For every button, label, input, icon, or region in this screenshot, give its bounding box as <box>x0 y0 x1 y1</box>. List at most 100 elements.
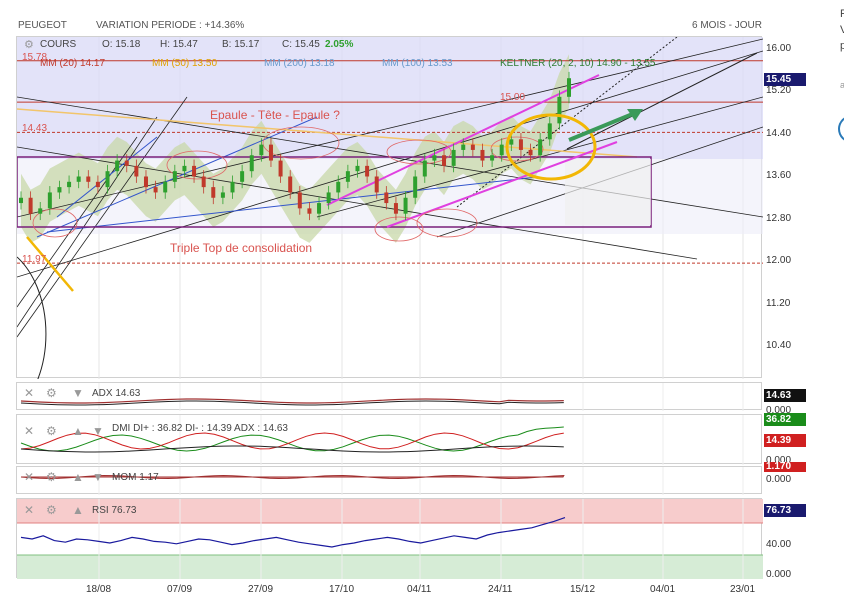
move-down-icon[interactable]: ▼ <box>92 470 104 484</box>
low-value: B: 15.17 <box>222 39 260 50</box>
mm100-legend[interactable]: MM (100) 13.53 <box>382 58 453 69</box>
candle-body <box>230 181 235 193</box>
variation-label: VARIATION PERIODE : +14.36% <box>96 20 245 31</box>
candle-body <box>57 187 62 193</box>
dmi-svg <box>20 415 744 465</box>
mom-zero: 0.000 <box>766 474 792 485</box>
candle-body <box>307 208 312 214</box>
y-tick-1360: 13.60 <box>766 170 792 181</box>
pattern-ellipse <box>166 150 228 180</box>
rsi-panel <box>16 498 763 579</box>
trend-line <box>17 116 158 328</box>
mom-panel <box>16 466 762 495</box>
candle-body <box>557 96 562 124</box>
pattern-ellipse <box>262 126 340 160</box>
close-icon[interactable]: ✕ <box>24 503 35 517</box>
last-price-tag: 15.45 <box>764 73 806 86</box>
dmi-zero: 0.000 <box>766 455 792 466</box>
move-down-icon[interactable]: ▼ <box>92 424 104 438</box>
period-label: 6 MOIS - JOUR <box>692 20 763 31</box>
candle-body <box>528 149 533 156</box>
candle-body <box>182 165 187 172</box>
x-tick-label: 18/08 <box>86 584 112 595</box>
move-up-icon[interactable]: ▲ <box>72 424 84 438</box>
gear-icon[interactable]: ⚙ <box>46 470 57 484</box>
channel-line <box>36 116 318 238</box>
candle-body <box>384 192 389 204</box>
y-tick-1440: 14.40 <box>766 128 792 139</box>
candle-body <box>278 160 283 177</box>
level-1578-label: 15.78 <box>22 52 48 63</box>
dmi-panel <box>16 414 762 465</box>
main-chart-panel <box>16 36 763 379</box>
gear-icon[interactable]: ⚙ <box>46 503 57 517</box>
candle-body <box>115 160 120 172</box>
triple-top-annotation: Triple Top de consolidation <box>170 241 313 255</box>
dmi-label: DMI DI+ : 36.82 DI- : 14.39 ADX : 14.63 <box>112 423 288 434</box>
sidebar-line: p <box>840 40 844 52</box>
pattern-ellipse <box>490 136 544 162</box>
candle-body <box>490 155 495 161</box>
mom-area <box>20 474 565 480</box>
keltner-band <box>21 54 569 243</box>
rsi-svg <box>17 499 763 579</box>
close-icon[interactable]: ✕ <box>24 386 35 400</box>
move-up-icon[interactable]: ▲ <box>72 470 84 484</box>
pattern-ellipse <box>32 208 78 238</box>
move-down-icon[interactable]: ▼ <box>72 386 84 400</box>
y-tick-1040: 10.40 <box>766 340 792 351</box>
x-tick-label: 27/09 <box>248 584 274 595</box>
mom-svg <box>20 467 744 495</box>
candle-body <box>365 165 370 177</box>
gear-icon[interactable]: ⚙ <box>24 39 34 51</box>
candle-body <box>326 192 331 204</box>
green-arrow <box>568 111 636 142</box>
rsi-line <box>20 517 566 548</box>
candle-body <box>374 176 379 193</box>
close-icon[interactable]: ✕ <box>24 424 35 438</box>
adx-zero: 0.000 <box>766 405 792 416</box>
channel-line <box>46 176 538 233</box>
candle-body <box>538 139 543 156</box>
keltner-legend[interactable]: KELTNER (20, 2, 10) 14.90 - 13.55 <box>500 58 656 69</box>
pattern-ellipse <box>386 139 452 165</box>
candle-body <box>153 187 158 193</box>
cycle-arc <box>17 256 47 379</box>
adx-line <box>20 400 564 406</box>
mom-tag: 1.170 <box>764 462 806 472</box>
rsi-overbought-zone <box>17 499 763 523</box>
x-tick-label: 15/12 <box>570 584 596 595</box>
change-value: 2.05% <box>325 39 354 50</box>
candle-body <box>547 123 552 140</box>
trend-line <box>17 146 698 260</box>
magenta-channel <box>386 141 618 228</box>
sidebar-line: a <box>840 80 844 90</box>
candle-body <box>518 139 523 150</box>
gear-icon[interactable]: ⚙ <box>46 424 57 438</box>
x-tick-label: 04/01 <box>650 584 676 595</box>
trend-line <box>17 38 763 218</box>
candle-body <box>297 192 302 209</box>
green-arrow-head <box>627 109 643 121</box>
x-tick-label: 24/11 <box>488 584 513 595</box>
candle-body <box>76 176 81 182</box>
yellow-marker <box>26 236 74 292</box>
close-icon[interactable]: ✕ <box>24 470 35 484</box>
main-chart-svg <box>17 37 763 379</box>
mm50-legend[interactable]: MM (50) 13.50 <box>152 58 218 69</box>
mm200-legend[interactable]: MM (200) 13.18 <box>264 58 335 69</box>
candle-body <box>422 160 427 177</box>
candle-body <box>240 171 245 182</box>
trend-line <box>566 52 758 150</box>
open-value: O: 15.18 <box>102 39 141 50</box>
candle-body <box>95 181 100 188</box>
candle-body <box>288 176 293 193</box>
adx-panel <box>16 382 762 411</box>
move-up-icon[interactable]: ▲ <box>72 503 84 517</box>
level-1443-label: 14.43 <box>22 123 48 134</box>
candle-body <box>509 139 514 145</box>
gear-icon[interactable]: ⚙ <box>46 386 57 400</box>
consolidation-box-fill <box>565 159 651 225</box>
sidebar-circle-button[interactable] <box>838 115 844 143</box>
mm20-legend[interactable]: MM (20) 14.17 <box>40 58 106 69</box>
